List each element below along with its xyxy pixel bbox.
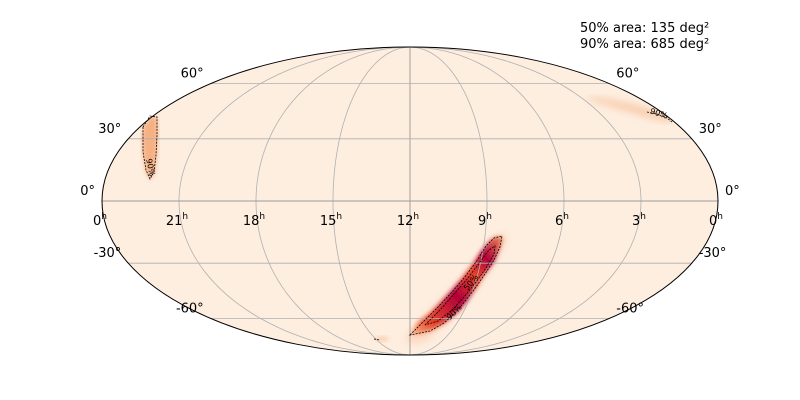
- contour-90-primary: [408, 235, 503, 336]
- heatmap-western-strip: [142, 116, 158, 180]
- dec-tick-label-left: -30°: [94, 246, 122, 261]
- contour-90-western: [142, 115, 158, 180]
- heatmap-northern-arc: [587, 96, 673, 122]
- dec-tick-label-left: 30°: [98, 122, 121, 137]
- contour-90-northern: [646, 111, 673, 123]
- dec-tick-labels: 60° 60° 30° 30° 0° 0° -30° -30° -60° -60°: [80, 67, 740, 317]
- ra-tick-label: 0h: [93, 212, 107, 229]
- graticule: [102, 46, 718, 356]
- ra-tick-label: 6h: [555, 212, 569, 229]
- contours: [142, 111, 673, 341]
- ra-tick-label: 9h: [478, 212, 492, 229]
- ra-tick-label: 15h: [320, 212, 342, 229]
- heatmap-core-primary: [410, 236, 503, 335]
- ra-tick-label: 21h: [166, 212, 188, 229]
- dec-tick-label-left: 0°: [80, 184, 95, 199]
- ra-tick-label: 12h: [397, 212, 419, 229]
- ra-tick-label: 0h: [709, 212, 723, 229]
- dec-tick-label-right: 30°: [699, 122, 722, 137]
- contour-50-primary: [424, 245, 496, 326]
- area-90-annotation: 90% area: 685 deg²: [580, 37, 709, 52]
- area-50-annotation: 50% area: 135 deg²: [580, 21, 709, 36]
- dec-tick-label-left: 60°: [181, 67, 204, 82]
- ra-tick-label: 3h: [632, 212, 646, 229]
- contour-label-90-western: 90%: [144, 158, 157, 178]
- sky-outline: [101, 46, 719, 356]
- contour-90-south-spot: [373, 338, 381, 341]
- ra-tick-labels: 0h 21h 18h 15h 12h 9h 6h 3h 0h: [93, 212, 723, 229]
- dec-tick-label-right: 0°: [725, 184, 740, 199]
- ra-tick-label: 18h: [243, 212, 265, 229]
- dec-tick-label-left: -60°: [176, 301, 204, 316]
- heatmap-south-pole-spot: [372, 336, 390, 342]
- dec-tick-label-right: -60°: [616, 301, 644, 316]
- dec-tick-label-right: 60°: [616, 67, 639, 82]
- dec-tick-label-right: -30°: [699, 246, 727, 261]
